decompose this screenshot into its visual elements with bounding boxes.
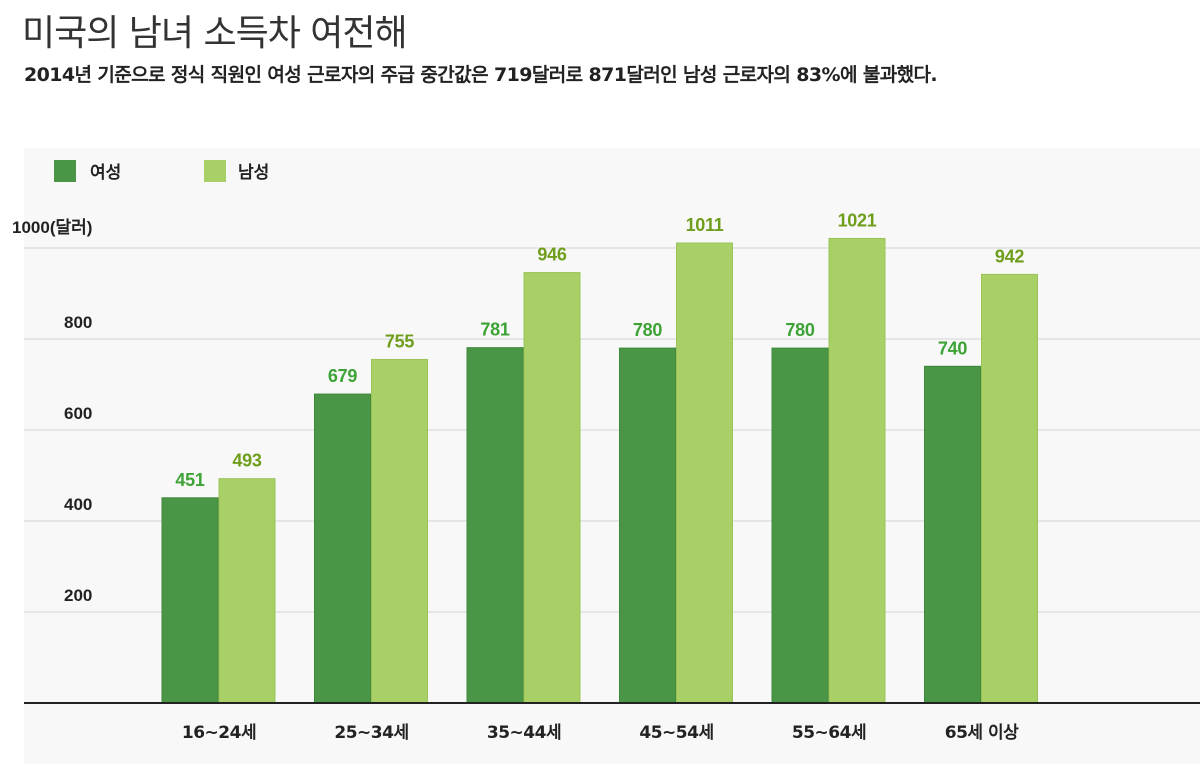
value-labels: 451 493 679 755 781 946 780 1011 780 1021 740 942 <box>175 210 1024 489</box>
value-label-female: 780 <box>785 320 814 340</box>
value-label-male: 942 <box>995 246 1024 266</box>
legend: 여성 남성 <box>54 160 269 183</box>
value-label-male: 946 <box>537 245 566 265</box>
bar-female <box>771 347 829 704</box>
x-tick-label: 25~34세 <box>334 723 408 743</box>
y-tick-label: 600 <box>64 404 92 423</box>
bar-male <box>676 242 733 704</box>
chart-title: 미국의 남녀 소득차 여전해 <box>22 13 408 54</box>
legend-label-female: 여성 <box>90 163 121 183</box>
bar-male <box>828 237 886 704</box>
bar-male <box>981 273 1038 704</box>
value-label-female: 451 <box>175 470 204 490</box>
chart-subtitle: 2014년 기준으로 정식 직원인 여성 근로자의 주급 중간값은 719달러로… <box>24 64 938 86</box>
bar-female <box>314 393 371 704</box>
y-tick-label: 200 <box>64 586 92 605</box>
legend-swatch-male <box>204 160 226 182</box>
legend-label-male: 남성 <box>238 163 269 183</box>
value-label-male: 755 <box>385 331 414 351</box>
value-label-male: 1011 <box>686 215 724 235</box>
value-label-male: 1021 <box>838 210 877 230</box>
bar-female <box>619 347 676 704</box>
x-tick-label: 55~64세 <box>792 723 866 743</box>
y-tick-labels: 200 400 600 800 <box>64 313 92 605</box>
legend-swatch-female <box>54 160 76 182</box>
value-label-female: 781 <box>480 320 509 340</box>
bars <box>161 237 1038 704</box>
x-tick-label: 35~44세 <box>487 723 561 743</box>
value-label-female: 679 <box>328 366 357 386</box>
x-tick-label: 65세 이상 <box>945 723 1019 743</box>
bar-female <box>466 347 524 704</box>
bar-male <box>218 478 276 704</box>
value-label-female: 740 <box>938 338 967 358</box>
x-tick-labels: 16~24세 25~34세 35~44세 45~54세 55~64세 65세 이상 <box>182 723 1020 743</box>
value-label-male: 493 <box>232 451 261 471</box>
bar-male <box>371 358 428 704</box>
y-tick-label: 400 <box>64 495 92 514</box>
value-label-female: 780 <box>633 320 662 340</box>
x-tick-label: 16~24세 <box>182 723 256 743</box>
y-tick-label: 800 <box>64 313 92 332</box>
y-axis-label: 1000(달러) <box>12 217 92 237</box>
bar-female <box>161 497 219 704</box>
bar-male <box>523 272 581 704</box>
bar-female <box>924 365 981 704</box>
x-tick-label: 45~54세 <box>639 723 713 743</box>
